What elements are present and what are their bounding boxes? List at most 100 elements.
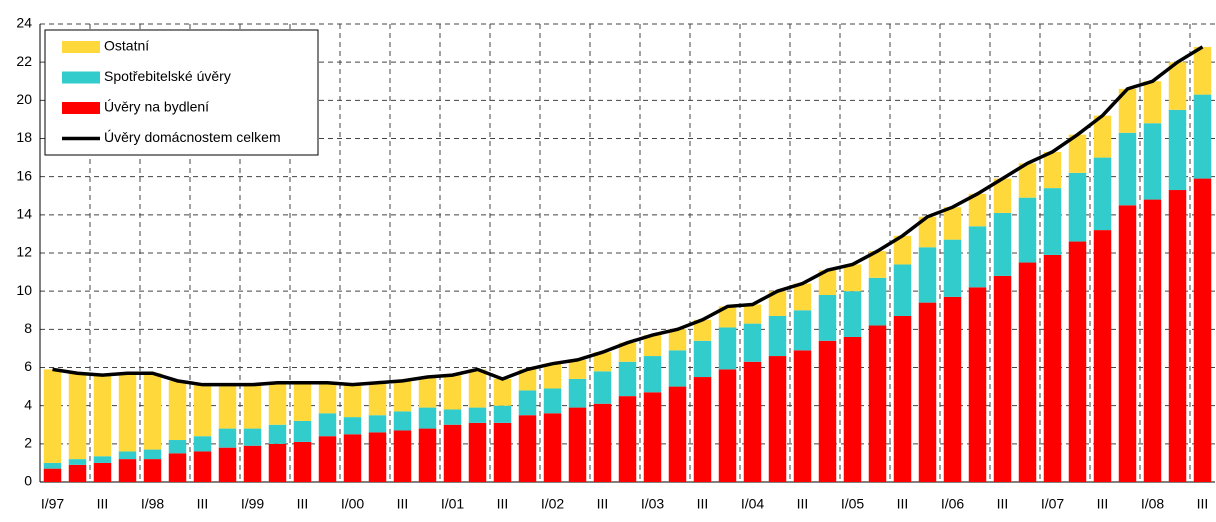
bar-segment (943, 296, 962, 482)
bar-segment (518, 369, 537, 391)
bar-segment (1118, 205, 1137, 482)
bar-segment (393, 380, 412, 412)
bar-segment (93, 456, 112, 463)
bar-segment (293, 382, 312, 421)
bar-segment (93, 462, 112, 482)
legend-label: Úvěry na bydlení (104, 99, 209, 115)
bar-segment (268, 443, 287, 482)
x-tick-label: III (297, 496, 309, 512)
legend-swatch (62, 41, 100, 53)
y-tick-label: 6 (24, 358, 32, 374)
bar-segment (243, 445, 262, 482)
bar-segment (868, 325, 887, 482)
bar-segment (268, 382, 287, 425)
bar-segment (993, 178, 1012, 213)
legend-swatch (62, 71, 100, 84)
bar-segment (218, 384, 237, 429)
bar-segment (368, 415, 387, 433)
x-tick-label: III (897, 496, 909, 512)
bar-segment (1118, 132, 1137, 206)
bar-segment (143, 459, 162, 482)
y-tick-label: 2 (24, 435, 32, 451)
x-tick-label: I/04 (741, 496, 765, 512)
x-tick-label: I/01 (441, 496, 465, 512)
x-tick-label: I/03 (641, 496, 665, 512)
bar-segment (143, 373, 162, 450)
bar-segment (343, 434, 362, 482)
bar-segment (593, 352, 612, 372)
x-tick-label: I/05 (841, 496, 865, 512)
legend-label: Spotřebitelské úvěry (104, 68, 231, 84)
bar-segment (93, 375, 112, 457)
bar-segment (768, 291, 787, 316)
bar-segment (118, 459, 137, 482)
bar-segment (743, 361, 762, 482)
bar-segment (193, 451, 212, 482)
bar-segment (118, 451, 137, 460)
bar-segment (193, 384, 212, 437)
bar-segment (793, 283, 812, 311)
bar-segment (468, 422, 487, 482)
bar-segment (1068, 134, 1087, 173)
bar-segment (118, 373, 137, 452)
y-tick-label: 8 (24, 320, 32, 336)
bar-segment (1193, 46, 1212, 95)
bar-segment (768, 315, 787, 357)
bar-segment (893, 264, 912, 316)
bar-segment (1193, 94, 1212, 179)
bar-segment (718, 327, 737, 370)
x-tick-label: III (1097, 496, 1109, 512)
x-tick-label: I/99 (241, 496, 265, 512)
bar-segment (568, 407, 587, 482)
x-tick-label: III (197, 496, 209, 512)
y-tick-label: 0 (24, 473, 32, 489)
bar-segment (568, 378, 587, 408)
bar-segment (418, 428, 437, 482)
bar-segment (543, 363, 562, 389)
bar-segment (618, 361, 637, 397)
bar-segment (218, 428, 237, 448)
bar-segment (843, 336, 862, 482)
bar-segment (768, 356, 787, 482)
bar-segment (443, 424, 462, 482)
bar-segment (168, 453, 187, 482)
bar-segment (643, 356, 662, 393)
bar-segment (718, 369, 737, 482)
bar-segment (618, 342, 637, 362)
bar-segment (818, 340, 837, 482)
x-tick-label: III (1197, 496, 1209, 512)
bar-segment (43, 369, 62, 463)
bar-segment (1043, 188, 1062, 255)
x-tick-label: III (597, 496, 609, 512)
bar-segment (218, 447, 237, 482)
bar-segment (668, 329, 687, 351)
bar-segment (1143, 199, 1162, 483)
x-tick-label: I/08 (1141, 496, 1165, 512)
bar-segment (793, 350, 812, 482)
bar-segment (918, 216, 937, 248)
bar-segment (418, 407, 437, 429)
x-tick-label: III (497, 496, 509, 512)
bar-segment (968, 193, 987, 227)
bar-segment (568, 359, 587, 379)
bar-segment (718, 306, 737, 328)
bar-segment (143, 449, 162, 460)
bar-segment (168, 380, 187, 441)
y-tick-label: 12 (16, 244, 32, 260)
bar-segment (1168, 109, 1187, 191)
bar-segment (843, 291, 862, 337)
bar-segment (1043, 254, 1062, 482)
bar-segment (1168, 62, 1187, 110)
bar-segment (318, 436, 337, 482)
bar-segment (368, 382, 387, 416)
bar-segment (993, 275, 1012, 482)
bar-segment (1068, 241, 1087, 482)
y-tick-label: 16 (16, 167, 32, 183)
x-tick-label: III (797, 496, 809, 512)
bar-segment (318, 382, 337, 414)
bar-segment (543, 413, 562, 482)
bar-segment (618, 396, 637, 482)
bar-segment (1168, 190, 1187, 482)
y-tick-label: 24 (16, 15, 32, 31)
